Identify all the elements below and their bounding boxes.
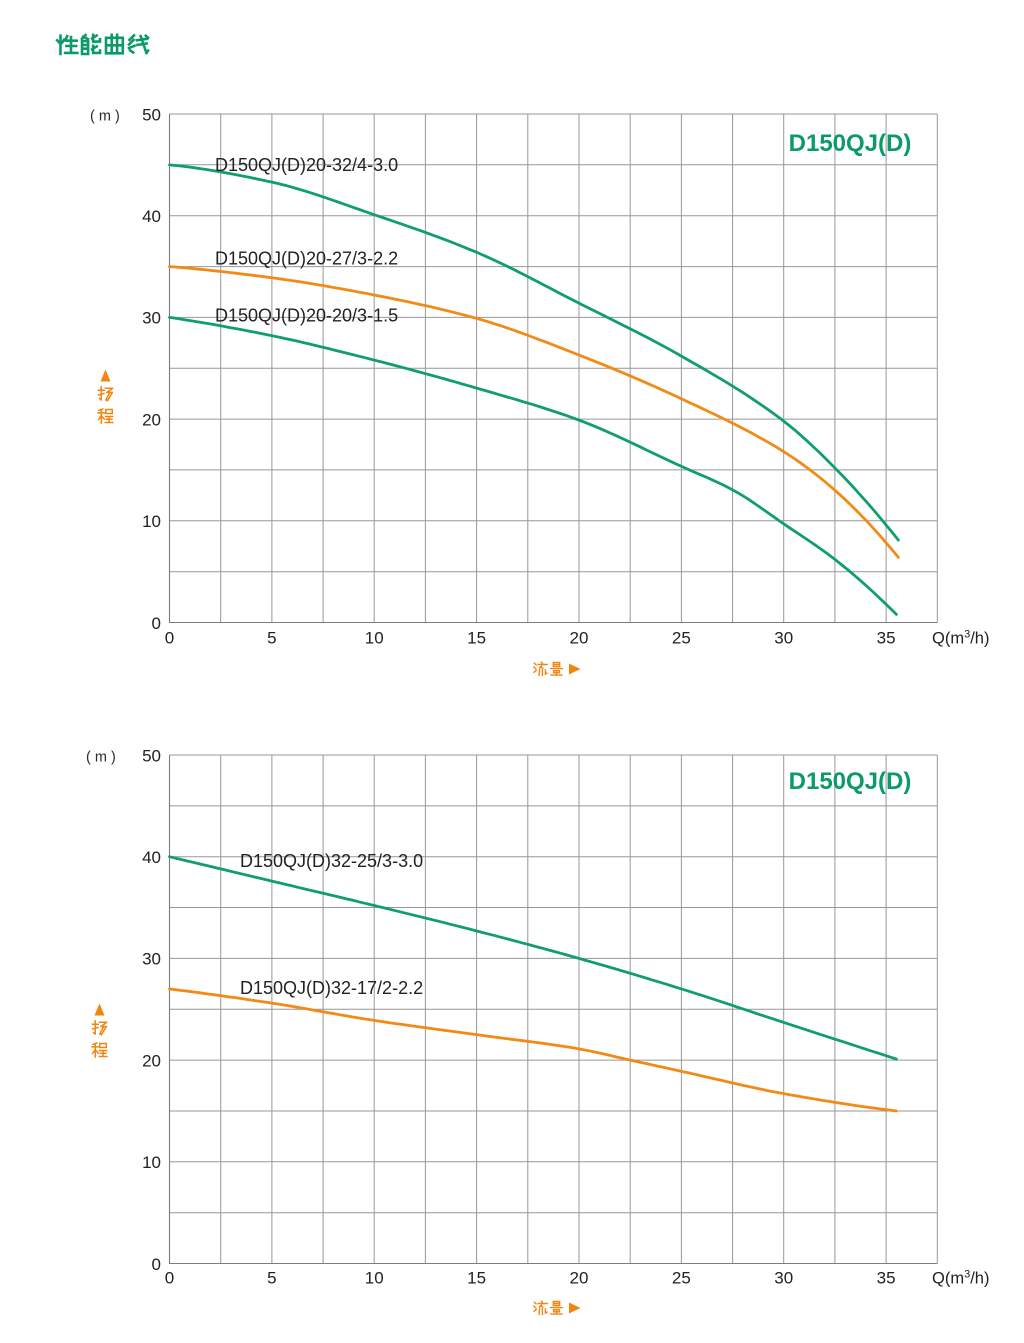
- svg-text:35: 35: [877, 1269, 896, 1288]
- svg-text:D150QJ(D)20-27/3-2.2: D150QJ(D)20-27/3-2.2: [215, 249, 398, 269]
- svg-text:0: 0: [165, 1269, 174, 1288]
- svg-text:35: 35: [877, 629, 896, 648]
- svg-text:15: 15: [467, 1269, 486, 1288]
- svg-text:20: 20: [142, 1051, 161, 1070]
- svg-text:10: 10: [365, 629, 384, 648]
- svg-text:20: 20: [570, 1269, 589, 1288]
- svg-text:5: 5: [267, 629, 276, 648]
- svg-text:D150QJ(D): D150QJ(D): [789, 768, 912, 795]
- svg-text:Q(m3/h): Q(m3/h): [932, 629, 989, 648]
- svg-text:0: 0: [152, 614, 161, 633]
- svg-text:50: 50: [142, 105, 161, 124]
- svg-text:0: 0: [165, 629, 174, 648]
- svg-text:20: 20: [570, 629, 589, 648]
- svg-text:D150QJ(D)32-17/2-2.2: D150QJ(D)32-17/2-2.2: [240, 978, 423, 998]
- svg-text:30: 30: [142, 950, 161, 969]
- svg-text:10: 10: [142, 512, 161, 531]
- svg-text:40: 40: [142, 848, 161, 867]
- svg-text:D150QJ(D)20-32/4-3.0: D150QJ(D)20-32/4-3.0: [215, 155, 398, 175]
- svg-text:D150QJ(D)32-25/3-3.0: D150QJ(D)32-25/3-3.0: [240, 851, 423, 871]
- svg-text:10: 10: [365, 1269, 384, 1288]
- svg-text:25: 25: [672, 1269, 691, 1288]
- svg-text:0: 0: [152, 1255, 161, 1274]
- svg-text:20: 20: [142, 410, 161, 429]
- svg-text:40: 40: [142, 207, 161, 226]
- svg-text:30: 30: [142, 309, 161, 328]
- svg-text:25: 25: [672, 629, 691, 648]
- svg-text:30: 30: [774, 1269, 793, 1288]
- svg-text:D150QJ(D): D150QJ(D): [789, 130, 912, 157]
- svg-text:30: 30: [774, 629, 793, 648]
- svg-text:5: 5: [267, 1269, 276, 1288]
- svg-text:Q(m3/h): Q(m3/h): [932, 1269, 989, 1288]
- svg-text:10: 10: [142, 1153, 161, 1172]
- svg-text:50: 50: [142, 746, 161, 765]
- svg-text:D150QJ(D)20-20/3-1.5: D150QJ(D)20-20/3-1.5: [215, 306, 398, 326]
- svg-text:( m ): ( m ): [86, 749, 116, 765]
- svg-text:15: 15: [467, 629, 486, 648]
- svg-text:( m ): ( m ): [90, 108, 120, 124]
